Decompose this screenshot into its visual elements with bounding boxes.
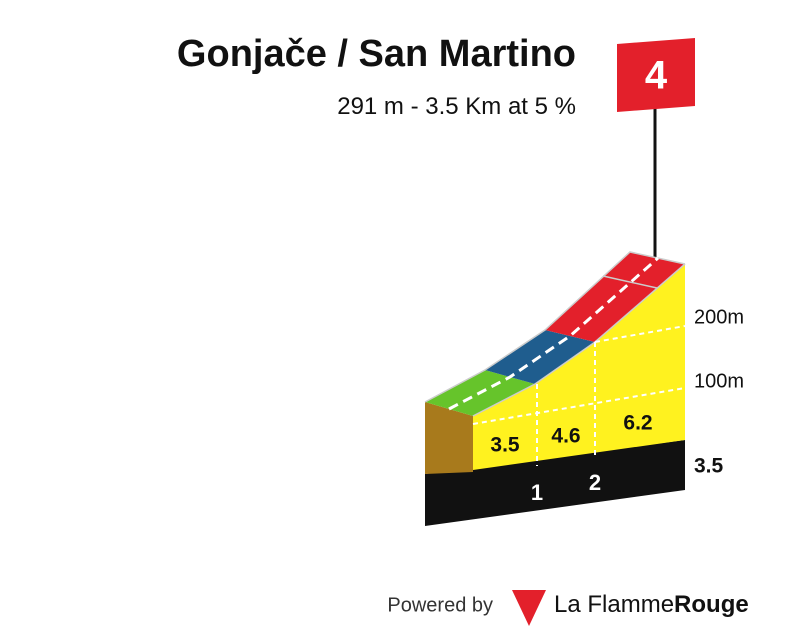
category: 4 <box>645 54 668 98</box>
center-line <box>448 256 659 411</box>
slope-divider <box>602 275 658 289</box>
total-km: 3.5 <box>694 455 724 478</box>
base-band <box>425 440 685 526</box>
gradient: 6.2 <box>623 412 652 435</box>
brand-light: La Flamme <box>554 591 674 618</box>
km-marker: 1 <box>531 480 543 505</box>
subtitle: 291 m - 3.5 Km at 5 % <box>337 93 576 120</box>
brand-name: La FlammeRouge <box>554 591 749 618</box>
left-face <box>425 402 473 474</box>
category-flag <box>617 38 695 112</box>
elevation-label: 200m <box>694 306 744 328</box>
front-face <box>473 264 685 470</box>
brand-bold: Rouge <box>674 591 749 618</box>
brand-logo <box>512 590 546 626</box>
gradient: 3.5 <box>490 434 520 457</box>
gradient: 4.6 <box>551 425 580 448</box>
outline <box>424 251 686 417</box>
powered-by: Powered by <box>387 594 493 616</box>
km-marker: 2 <box>589 470 601 495</box>
elevation-label: 100m <box>694 370 744 392</box>
guides <box>472 325 686 466</box>
title: Gonjače / San Martino <box>177 33 576 75</box>
